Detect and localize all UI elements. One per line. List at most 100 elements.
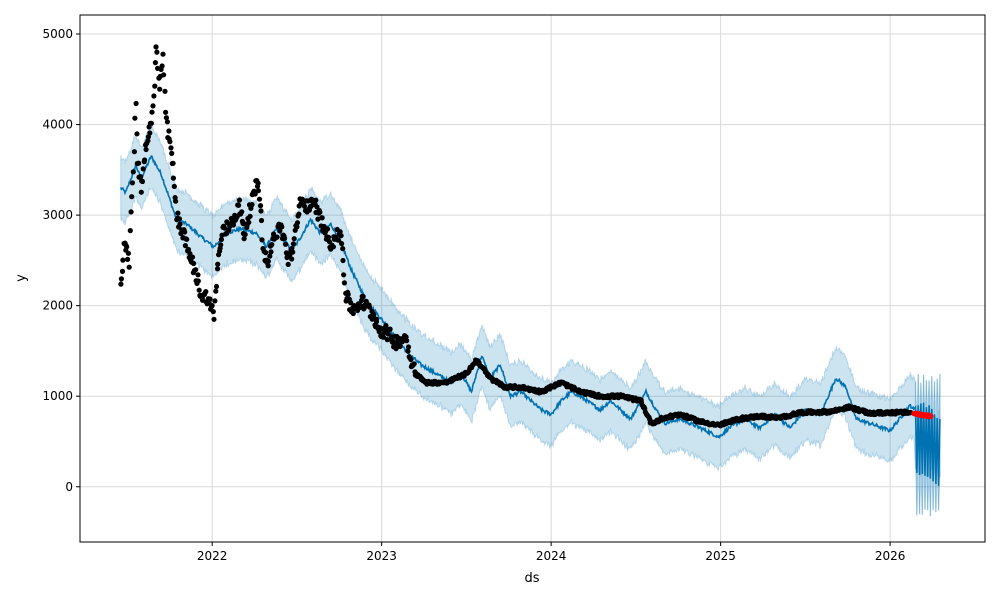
- actual-point: [211, 316, 217, 322]
- actual-point: [247, 213, 253, 219]
- actual-point: [277, 228, 283, 234]
- actual-point: [150, 103, 156, 109]
- plot-frame: [79, 14, 986, 543]
- y-tick-label: 4000: [42, 118, 73, 132]
- actual-point: [184, 236, 190, 242]
- actual-point: [124, 244, 130, 250]
- actual-point: [314, 204, 320, 210]
- actual-point: [168, 145, 174, 151]
- actual-point: [285, 261, 291, 267]
- actual-point: [294, 224, 300, 230]
- actual-point: [246, 219, 252, 225]
- actual-point: [129, 180, 135, 186]
- actual-point: [239, 209, 245, 215]
- y-tick-label: 1000: [42, 389, 73, 403]
- actual-point: [373, 319, 380, 325]
- actual-point: [242, 231, 248, 238]
- actual-point: [127, 228, 133, 234]
- actual-point: [137, 174, 144, 180]
- actual-point: [294, 220, 301, 226]
- actual-point: [133, 100, 139, 107]
- actual-point: [126, 264, 132, 270]
- actual-point: [213, 288, 219, 294]
- actual-point: [139, 178, 146, 185]
- actual-point: [152, 83, 158, 89]
- actual-point: [148, 120, 154, 126]
- actual-point: [189, 254, 196, 260]
- actual-point: [203, 289, 209, 295]
- actual-point: [167, 139, 173, 145]
- actual-point: [335, 237, 341, 243]
- actual-point: [338, 233, 344, 239]
- actual-point: [154, 49, 160, 55]
- actual-point: [339, 241, 345, 247]
- actual-point: [319, 215, 325, 221]
- actual-point: [290, 241, 296, 247]
- actual-point: [259, 237, 265, 243]
- actual-point: [360, 293, 366, 300]
- actual-point: [397, 343, 403, 349]
- actual-point: [265, 263, 271, 269]
- actual-point: [134, 131, 140, 137]
- actual-point: [118, 281, 124, 287]
- y-tick-label: 3000: [42, 208, 73, 222]
- actual-point: [405, 344, 412, 350]
- actual-point: [315, 216, 321, 222]
- actual-point: [291, 236, 297, 242]
- actual-point: [170, 160, 176, 166]
- actual-point: [282, 241, 289, 247]
- actual-point: [196, 287, 202, 293]
- actual-point: [131, 149, 137, 155]
- actual-point: [195, 278, 201, 284]
- actual-point: [348, 300, 354, 306]
- actual-point: [140, 166, 146, 172]
- actual-point: [258, 217, 265, 224]
- actual-point: [325, 234, 332, 240]
- actual-point: [132, 115, 138, 121]
- actual-point: [185, 246, 192, 253]
- actual-point: [161, 72, 167, 78]
- actual-point: [176, 216, 183, 222]
- actual-point: [387, 326, 393, 332]
- actual-point: [177, 221, 183, 227]
- grid: [80, 15, 985, 542]
- actual-point: [170, 175, 176, 181]
- actual-point: [138, 189, 144, 195]
- actual-point: [289, 256, 295, 262]
- actual-point: [393, 346, 399, 352]
- actual-point: [282, 235, 288, 241]
- actual-point: [330, 244, 336, 250]
- y-axis-label: y: [14, 274, 29, 282]
- actual-point: [345, 291, 351, 298]
- actual-point: [241, 236, 247, 242]
- actual-point: [274, 234, 280, 240]
- actual-point: [341, 272, 347, 278]
- actual-point: [226, 227, 232, 233]
- x-tick-label: 2022: [197, 549, 228, 563]
- actual-point: [160, 51, 166, 57]
- actual-point: [290, 249, 296, 255]
- actual-point: [341, 280, 347, 286]
- actual-point: [255, 188, 261, 194]
- actual-point: [411, 361, 417, 367]
- x-axis-label: ds: [524, 571, 539, 586]
- actual-point: [147, 130, 153, 136]
- actual-point: [268, 249, 274, 255]
- actual-point: [162, 88, 168, 94]
- actual-point: [236, 197, 242, 203]
- yhat-line: [119, 155, 941, 486]
- actual-point: [256, 196, 263, 202]
- x-tick-label: 2026: [875, 549, 906, 563]
- x-tick-label: 2025: [705, 549, 736, 563]
- actual-point: [367, 304, 373, 310]
- actual-point: [359, 297, 365, 303]
- actual-point: [142, 157, 148, 163]
- actual-point: [191, 260, 197, 267]
- actual-point: [296, 211, 302, 217]
- actual-point: [317, 209, 323, 215]
- actual-point: [145, 138, 151, 144]
- actual-point: [350, 310, 356, 317]
- actual-point: [255, 180, 261, 186]
- y-tick-label: 5000: [42, 27, 73, 41]
- actual-point: [340, 246, 346, 252]
